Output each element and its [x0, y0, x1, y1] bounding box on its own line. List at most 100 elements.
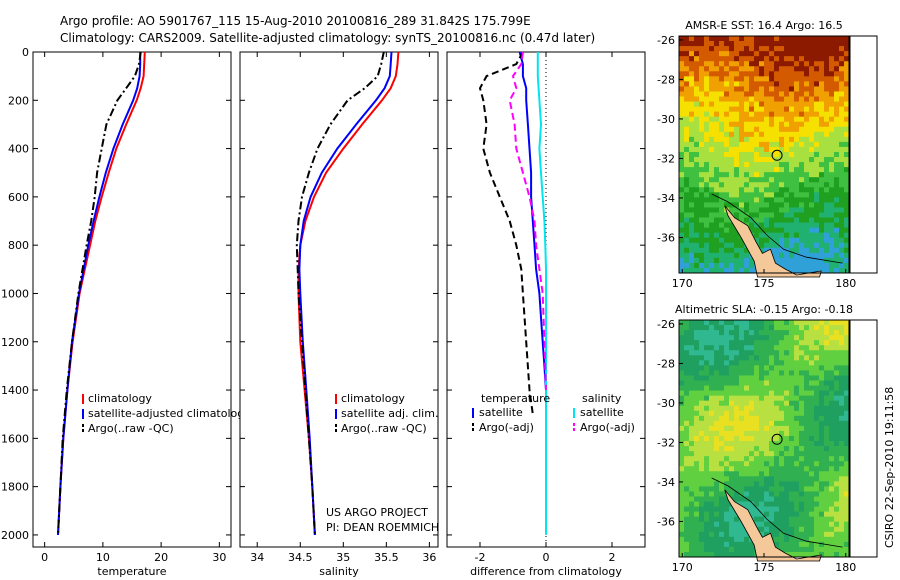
map-cell [764, 141, 770, 148]
map-cell [824, 546, 830, 553]
map-cell [719, 36, 725, 42]
map-cell [834, 36, 840, 42]
map-cell [799, 242, 805, 249]
map-cell [829, 400, 835, 407]
map-cell [834, 430, 840, 437]
map-cell [814, 511, 820, 518]
map-cell [734, 551, 740, 558]
map-cell [684, 471, 690, 477]
map-cell [689, 531, 695, 538]
series-line-salinity-argo-adj- [508, 51, 547, 391]
map-cell [684, 101, 690, 107]
map-cell [699, 471, 705, 477]
map-cell [779, 91, 785, 97]
map-cell [714, 131, 720, 138]
map-cell [759, 355, 765, 361]
map-cell [724, 451, 730, 457]
map-cell [759, 476, 765, 482]
map-cell [834, 121, 840, 128]
map-cell [684, 430, 690, 437]
map-cell [739, 76, 745, 82]
map-cell [744, 86, 750, 92]
map-cell [684, 501, 690, 507]
map-cell [744, 96, 750, 102]
map-cell [789, 531, 795, 538]
map-cell [699, 365, 705, 371]
map-cell [744, 106, 750, 113]
map-cell [814, 521, 820, 528]
map-cell [764, 111, 770, 118]
map-cell [749, 476, 755, 482]
map-cell [814, 446, 820, 452]
map-cell [689, 46, 695, 52]
map-cell [699, 526, 705, 533]
map-cell [784, 146, 790, 153]
map-cell [744, 267, 750, 274]
map-cell [714, 405, 720, 412]
map-cell [694, 111, 700, 118]
map-cell [709, 51, 715, 57]
map-cell [794, 340, 800, 346]
map-cell [769, 121, 775, 128]
map-cell [699, 267, 705, 274]
map-cell [799, 501, 805, 507]
map-cell [819, 506, 825, 513]
map-cell [739, 101, 745, 107]
map-cell [719, 242, 725, 249]
map-cell [834, 237, 840, 244]
map-cell [799, 91, 805, 97]
map-cell [709, 202, 715, 208]
map-cell [774, 66, 780, 72]
map-cell [774, 207, 780, 213]
map-cell [779, 335, 785, 341]
map-cell [824, 227, 830, 234]
map-cell [804, 242, 810, 249]
map-cell [814, 242, 820, 249]
profile-panel-1: 34 34.5 35 35.5 36salinityclimatologysatelli… [239, 51, 439, 578]
map-cell [794, 36, 800, 42]
map-cell [794, 71, 800, 77]
map-cell [689, 435, 695, 442]
map-cell [779, 121, 785, 128]
map-cell [799, 41, 805, 47]
map-cell [729, 262, 735, 269]
map-cell [779, 116, 785, 123]
map-cell [709, 481, 715, 487]
map-cell [844, 415, 850, 422]
map-cell [844, 390, 850, 397]
map-cell [764, 481, 770, 487]
map-cell [829, 116, 835, 123]
map-cell [809, 86, 815, 92]
map-cell [784, 481, 790, 487]
map-cell [734, 491, 740, 497]
map-cell [679, 345, 685, 351]
map-cell [744, 46, 750, 52]
map-cell [799, 521, 805, 528]
map-cell [699, 192, 705, 198]
map-cell [714, 257, 720, 264]
map-cell [789, 521, 795, 528]
series-line-temperature-argo-adj- [478, 51, 534, 415]
map-cell [844, 217, 850, 223]
map-cell [804, 116, 810, 123]
map-cell [789, 320, 795, 326]
x-tick-label: 30 [212, 551, 226, 564]
map-cell [754, 506, 760, 513]
map-cell [834, 247, 840, 254]
map-cell [724, 146, 730, 153]
map-cell [689, 365, 695, 371]
map-cell [694, 212, 700, 218]
map-cell [809, 46, 815, 52]
map-cell [769, 237, 775, 244]
map-cell [749, 177, 755, 183]
map-title: Altimetric SLA: -0.15 Argo: -0.18 [675, 303, 853, 316]
map-cell [764, 390, 770, 397]
map-cell [754, 456, 760, 462]
map-cell [824, 267, 830, 274]
map-cell [844, 91, 850, 97]
map-cell [819, 451, 825, 457]
map-cell [839, 217, 845, 223]
map-cell [814, 177, 820, 183]
map-cell [769, 126, 775, 133]
map-cell [704, 86, 710, 92]
